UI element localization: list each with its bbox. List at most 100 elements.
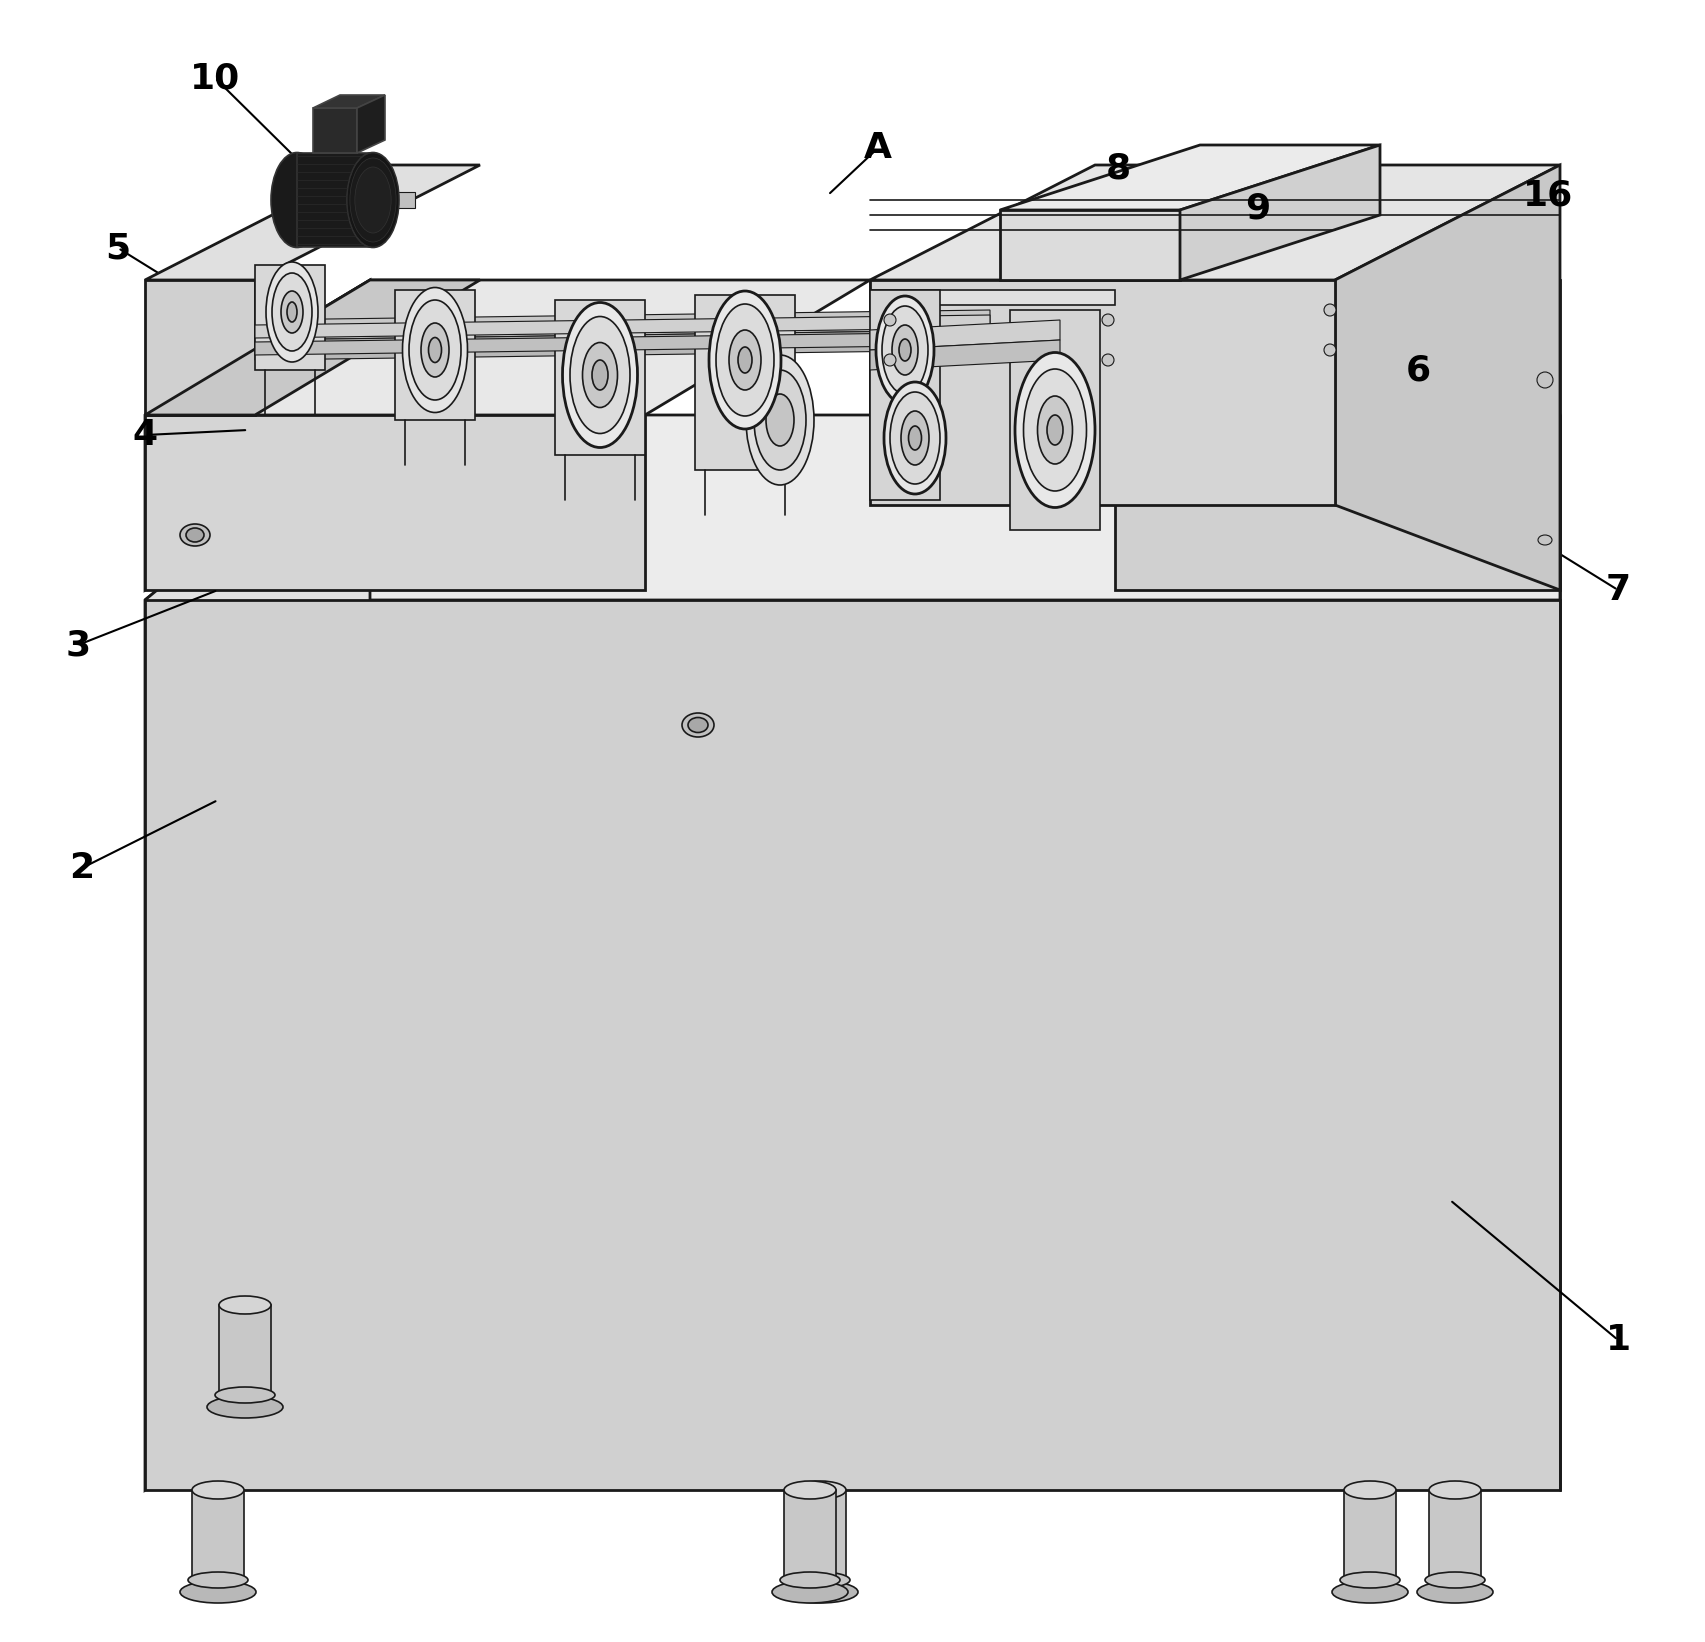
Ellipse shape xyxy=(428,338,442,363)
Ellipse shape xyxy=(218,1296,271,1314)
Ellipse shape xyxy=(709,291,781,429)
Circle shape xyxy=(1325,304,1337,315)
Polygon shape xyxy=(870,291,939,501)
Ellipse shape xyxy=(689,718,708,732)
Polygon shape xyxy=(256,330,991,360)
Polygon shape xyxy=(193,1489,244,1580)
Polygon shape xyxy=(870,291,1115,305)
Polygon shape xyxy=(297,153,373,246)
Ellipse shape xyxy=(1538,535,1552,545)
Ellipse shape xyxy=(883,383,946,494)
Ellipse shape xyxy=(1344,1481,1396,1499)
Polygon shape xyxy=(256,264,326,369)
Ellipse shape xyxy=(754,369,806,470)
Text: 9: 9 xyxy=(1245,190,1270,225)
Ellipse shape xyxy=(747,355,813,484)
Ellipse shape xyxy=(281,291,303,333)
Circle shape xyxy=(1101,314,1113,327)
Polygon shape xyxy=(145,415,370,1489)
Ellipse shape xyxy=(1417,1581,1494,1603)
Polygon shape xyxy=(145,281,870,415)
Ellipse shape xyxy=(563,302,638,448)
Polygon shape xyxy=(145,281,481,415)
Ellipse shape xyxy=(772,1581,847,1603)
Polygon shape xyxy=(795,1489,846,1580)
Text: A: A xyxy=(864,131,892,164)
Polygon shape xyxy=(373,192,414,209)
Text: 4: 4 xyxy=(133,419,157,452)
Ellipse shape xyxy=(266,263,319,361)
Polygon shape xyxy=(870,281,1335,506)
Text: 3: 3 xyxy=(65,627,90,662)
Ellipse shape xyxy=(909,425,921,450)
Circle shape xyxy=(1325,345,1337,356)
Ellipse shape xyxy=(206,1396,283,1419)
Ellipse shape xyxy=(795,1481,846,1499)
Ellipse shape xyxy=(1038,396,1072,465)
Ellipse shape xyxy=(1014,353,1095,507)
Circle shape xyxy=(1101,355,1113,366)
Polygon shape xyxy=(145,415,644,589)
Text: 10: 10 xyxy=(189,61,240,95)
Polygon shape xyxy=(314,95,385,108)
Polygon shape xyxy=(256,310,991,340)
Polygon shape xyxy=(396,291,476,420)
Polygon shape xyxy=(1009,310,1100,530)
Text: 16: 16 xyxy=(1523,177,1574,212)
Polygon shape xyxy=(218,1305,271,1396)
Text: 7: 7 xyxy=(1606,573,1630,608)
Ellipse shape xyxy=(421,323,448,378)
Polygon shape xyxy=(1344,1489,1396,1580)
Polygon shape xyxy=(314,108,356,153)
Ellipse shape xyxy=(569,317,631,433)
Ellipse shape xyxy=(186,529,205,542)
Text: 2: 2 xyxy=(70,851,94,885)
Polygon shape xyxy=(556,300,644,455)
Ellipse shape xyxy=(1340,1571,1400,1588)
Ellipse shape xyxy=(716,304,774,415)
Ellipse shape xyxy=(876,296,934,404)
Ellipse shape xyxy=(1425,1571,1485,1588)
Ellipse shape xyxy=(900,410,929,465)
Polygon shape xyxy=(870,281,1115,415)
Polygon shape xyxy=(145,164,481,281)
Ellipse shape xyxy=(789,1571,851,1588)
Ellipse shape xyxy=(215,1387,275,1402)
Ellipse shape xyxy=(899,338,910,361)
Polygon shape xyxy=(1335,164,1560,589)
Ellipse shape xyxy=(881,305,928,394)
Ellipse shape xyxy=(348,153,399,248)
Polygon shape xyxy=(1115,281,1560,589)
Polygon shape xyxy=(1180,144,1379,281)
Ellipse shape xyxy=(1332,1581,1408,1603)
Ellipse shape xyxy=(286,302,297,322)
Polygon shape xyxy=(356,95,385,153)
Ellipse shape xyxy=(402,287,467,412)
Polygon shape xyxy=(256,332,991,355)
Ellipse shape xyxy=(273,273,312,351)
Text: 5: 5 xyxy=(106,232,131,264)
Polygon shape xyxy=(145,281,256,415)
Text: 8: 8 xyxy=(1105,151,1130,186)
Polygon shape xyxy=(870,164,1560,281)
Ellipse shape xyxy=(355,167,390,233)
Ellipse shape xyxy=(271,153,322,248)
Ellipse shape xyxy=(892,325,917,374)
Polygon shape xyxy=(256,315,991,338)
Ellipse shape xyxy=(350,158,396,241)
Circle shape xyxy=(883,355,897,366)
Polygon shape xyxy=(870,340,1061,369)
Polygon shape xyxy=(784,1489,835,1580)
Ellipse shape xyxy=(181,524,210,547)
Ellipse shape xyxy=(583,343,617,407)
Polygon shape xyxy=(1429,1489,1482,1580)
Polygon shape xyxy=(145,599,1560,1489)
Ellipse shape xyxy=(1047,415,1062,445)
Ellipse shape xyxy=(181,1581,256,1603)
Ellipse shape xyxy=(348,153,399,246)
Ellipse shape xyxy=(193,1481,244,1499)
Ellipse shape xyxy=(766,394,795,447)
Ellipse shape xyxy=(409,300,460,401)
Ellipse shape xyxy=(592,360,609,391)
Ellipse shape xyxy=(783,1581,858,1603)
